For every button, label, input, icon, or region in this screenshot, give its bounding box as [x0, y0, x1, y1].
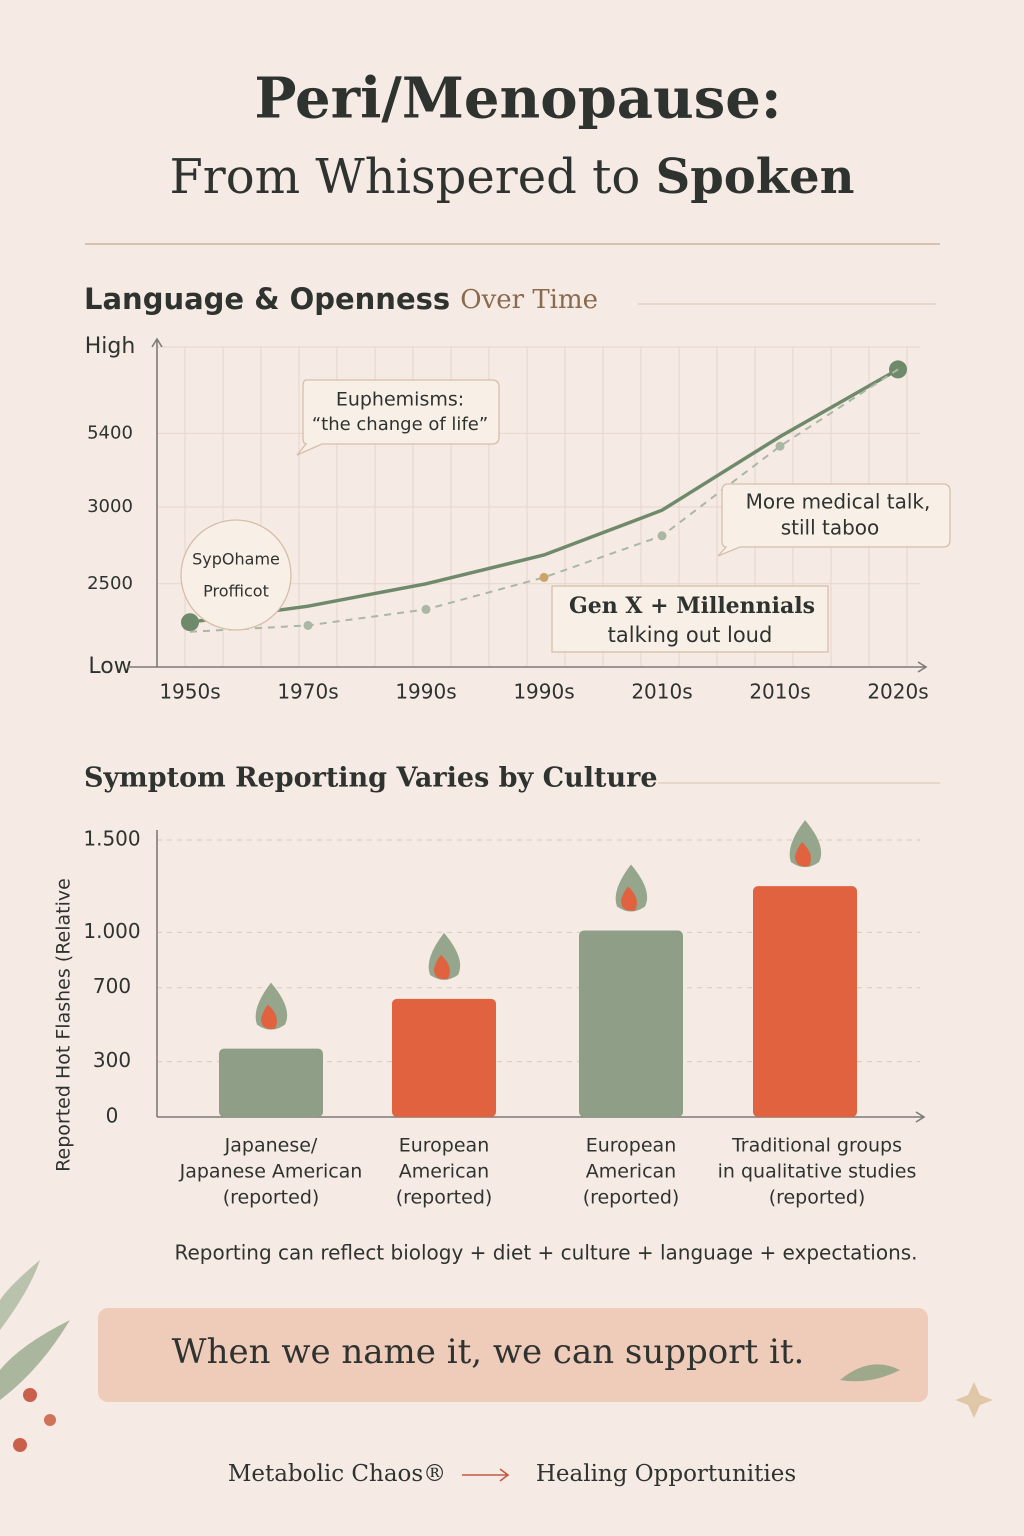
annotation: still taboo — [781, 516, 880, 540]
banner — [98, 1308, 928, 1402]
title: Peri/Menopause: — [254, 66, 781, 132]
chart-title: Symptom Reporting Varies by Culture — [84, 763, 658, 794]
subtitle-start: From Whispered to — [169, 149, 640, 205]
bar — [392, 998, 496, 1117]
annotation: More medical talk, — [746, 490, 931, 514]
decoration-leaves — [0, 1260, 993, 1452]
footer-left: Metabolic Chaos® — [228, 1461, 446, 1487]
y-tick-label: 1.500 — [83, 827, 140, 851]
y-tick-label: 5400 — [87, 422, 133, 443]
chart-title-main: Language & Openness — [84, 282, 450, 316]
y-tick-label: 700 — [93, 974, 131, 998]
subtitle: From Whispered to Spoken — [169, 149, 854, 205]
x-tick-label: 1950s — [159, 680, 220, 704]
x-tick-label: American — [586, 1161, 676, 1183]
point — [539, 572, 549, 582]
point — [657, 531, 667, 541]
point — [303, 620, 313, 630]
bar — [753, 886, 857, 1117]
y-tick-label: 3000 — [87, 496, 133, 517]
y-tick-label: 1.000 — [83, 919, 140, 943]
bar-chart: 0 300 700 1.000 1.500 Reported Hot Flashes (R… — [53, 820, 926, 1209]
y-axis — [151, 337, 163, 667]
callout-box — [296, 379, 500, 456]
x-tick-label: (reported) — [223, 1187, 320, 1209]
flame-icon — [621, 886, 637, 911]
x-axis — [127, 661, 928, 673]
footer-right: Healing Opportunities — [536, 1461, 796, 1487]
y-tick-label: Low — [88, 654, 131, 679]
annotation: “the change of life” — [312, 414, 488, 435]
x-tick-label: Japanese/ — [224, 1135, 318, 1157]
x-tick-label: (reported) — [396, 1187, 493, 1209]
annotation: SypOhame — [192, 550, 280, 569]
annotation: Euphemisms: — [336, 389, 464, 411]
x-tick-label: Traditional groups — [731, 1135, 902, 1157]
banner-text: When we name it, we can support it. — [172, 1332, 805, 1372]
x-tick-label: 2010s — [749, 680, 810, 704]
x-tick-label: 2020s — [867, 680, 928, 704]
callout-box — [551, 585, 829, 653]
y-tick-label: 0 — [106, 1104, 119, 1128]
annotation: Gen X + Millennials — [569, 593, 815, 619]
x-tick-label: (reported) — [769, 1187, 866, 1209]
callout-box — [717, 483, 951, 557]
bar — [219, 1048, 323, 1117]
x-tick-label: European — [586, 1135, 677, 1157]
line — [189, 367, 899, 624]
x-tick-label: American — [399, 1161, 489, 1183]
x-tick-label: 2010s — [631, 680, 692, 704]
bar — [579, 930, 683, 1117]
flame-icon — [434, 954, 450, 980]
y-tick-label: 300 — [93, 1048, 131, 1072]
annotation: Profficot — [203, 582, 269, 601]
x-tick-label: (reported) — [583, 1187, 680, 1209]
annotations: Euphemisms: “the change of life” More me… — [180, 379, 951, 653]
annotation: talking out loud — [608, 623, 773, 647]
y-axis-label: Reported Hot Flashes (Relative — [53, 878, 75, 1172]
y-tick-label: 2500 — [87, 573, 133, 594]
x-tick-label: 1990s — [395, 680, 456, 704]
subtitle-bold: Spoken — [656, 149, 855, 205]
callout-circle — [180, 519, 292, 631]
point — [775, 441, 785, 451]
note: Reporting can reflect biology + diet + c… — [174, 1241, 917, 1265]
point — [181, 613, 199, 632]
point — [421, 604, 431, 614]
flame-icon — [795, 842, 811, 867]
x-tick-label: Japanese American — [179, 1161, 363, 1183]
x-tick-label: 1990s — [513, 680, 574, 704]
footer-arrow — [462, 1468, 510, 1482]
chart-title-suffix: Over Time — [460, 285, 598, 315]
x-tick-label: 1970s — [277, 680, 338, 704]
x-tick-label: in qualitative studies — [718, 1161, 917, 1183]
flame-icon — [261, 1004, 277, 1029]
chart-title: Language & Openness Over Time — [84, 282, 598, 316]
x-tick-label: European — [399, 1135, 490, 1157]
y-tick-label: High — [85, 334, 136, 359]
